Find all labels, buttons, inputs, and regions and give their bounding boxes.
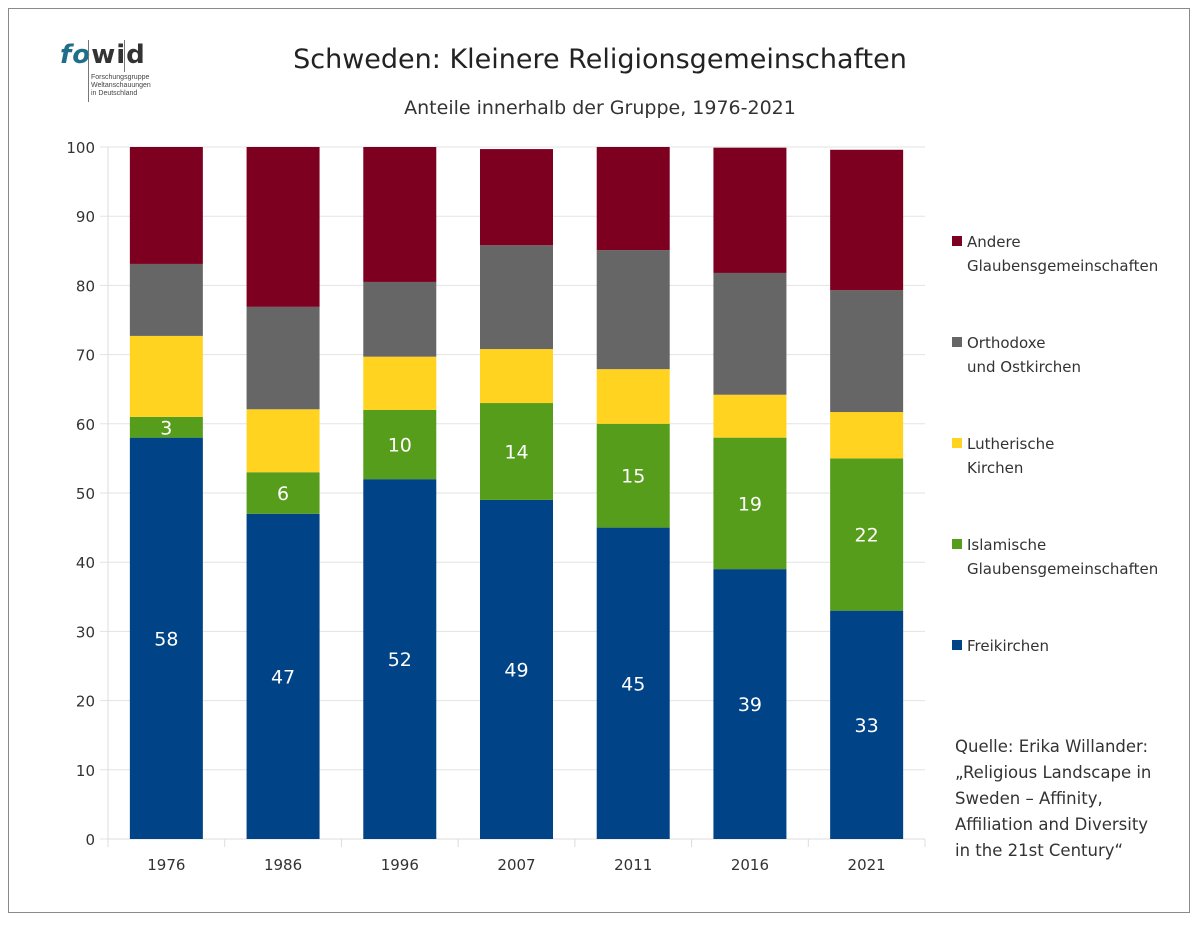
- bar-segment: [129, 335, 203, 417]
- bar-segment: [246, 409, 320, 473]
- bar-segment: [129, 147, 203, 264]
- bar-segment: [713, 437, 787, 570]
- bar-segment: [363, 356, 437, 410]
- bar-segment: [596, 369, 670, 424]
- bar-segment: [246, 147, 320, 307]
- data-label: 14: [504, 441, 528, 463]
- data-label: 52: [388, 649, 412, 671]
- bar-segment: [596, 147, 670, 251]
- bar-segment: [246, 472, 320, 514]
- bar-segment: [480, 149, 553, 246]
- y-tick-label: 20: [76, 693, 95, 711]
- bar-segment: [480, 245, 553, 350]
- y-tick-label: 70: [76, 347, 95, 365]
- legend-label: Andere Glaubensgemeinschaften: [967, 233, 1159, 275]
- logo-divider: [124, 40, 125, 72]
- data-label: 6: [277, 483, 289, 505]
- x-tick-label: 2007: [497, 856, 535, 874]
- legend-label: Lutherische Kirchen: [967, 435, 1055, 477]
- bar-segment: [596, 250, 670, 370]
- bar-segment: [596, 527, 670, 839]
- bar-segment: [713, 147, 787, 273]
- data-label: 45: [621, 673, 645, 695]
- data-label: 58: [154, 628, 178, 650]
- x-tick-label: 2016: [731, 856, 769, 874]
- chart-subtitle: Anteile innerhalb der Gruppe, 1976-2021: [404, 97, 796, 119]
- logo-divider: [88, 40, 89, 102]
- bar-segment: [129, 437, 203, 839]
- data-label: 49: [504, 659, 528, 681]
- bar-segment: [596, 423, 670, 528]
- x-tick-label: 2011: [614, 856, 652, 874]
- x-tick-label: 2021: [848, 856, 886, 874]
- logo-wordmark: fowid: [60, 40, 146, 70]
- bar-segment: [830, 290, 904, 413]
- bar-segment: [246, 513, 320, 839]
- bar-segment: [129, 416, 203, 438]
- y-tick-label: 50: [76, 485, 95, 503]
- y-tick-label: 80: [76, 277, 95, 295]
- bar-segment: [480, 499, 553, 839]
- data-label: 15: [621, 466, 645, 488]
- bar-segment: [363, 479, 437, 839]
- bar-segment: [363, 409, 437, 480]
- chart-frame: [8, 8, 1190, 913]
- logo-tagline: Forschungsgruppe Weltanschauungen in Deu…: [91, 74, 151, 97]
- legend-swatch: [952, 337, 962, 347]
- bar-segment: [830, 149, 904, 291]
- bar-segment: [830, 458, 904, 611]
- y-tick-label: 10: [76, 762, 95, 780]
- legend-swatch: [952, 539, 962, 549]
- bar-segment: [246, 306, 320, 410]
- bar-segment: [480, 403, 553, 500]
- bar-segment: [713, 569, 787, 839]
- bar-segment: [480, 349, 553, 404]
- y-tick-label: 40: [76, 554, 95, 572]
- bar-segment: [713, 394, 787, 438]
- legend-swatch: [952, 640, 962, 650]
- bar-segment: [363, 281, 437, 357]
- legend-label: Freikirchen: [967, 637, 1049, 655]
- y-tick-label: 0: [85, 831, 95, 849]
- y-tick-label: 100: [66, 139, 95, 157]
- legend-label: Orthodoxe und Ostkirchen: [967, 334, 1081, 376]
- x-tick-label: 1976: [147, 856, 185, 874]
- data-label: 3: [160, 417, 172, 439]
- legend-swatch: [952, 236, 962, 246]
- bar-segment: [830, 412, 904, 459]
- legend-swatch: [952, 438, 962, 448]
- bar-segment: [713, 272, 787, 395]
- legend-label: Islamische Glaubensgemeinschaften: [967, 536, 1159, 578]
- data-label: 22: [855, 525, 879, 547]
- bar-segment: [363, 147, 437, 282]
- data-label: 39: [738, 694, 762, 716]
- source-note: Quelle: Erika Willander: „Religious Land…: [955, 737, 1152, 860]
- data-label: 47: [271, 666, 295, 688]
- x-tick-label: 1986: [264, 856, 302, 874]
- chart-title: Schweden: Kleinere Religionsgemeinschaft…: [293, 44, 907, 75]
- y-tick-label: 90: [76, 208, 95, 226]
- data-label: 19: [738, 493, 762, 515]
- data-label: 33: [855, 715, 879, 737]
- fowid-logo: fowid Forschungsgruppe Weltanschauungen …: [58, 40, 198, 110]
- y-tick-label: 60: [76, 416, 95, 434]
- bar-segment: [129, 263, 203, 336]
- x-tick-label: 1996: [381, 856, 419, 874]
- data-label: 10: [388, 435, 412, 457]
- bar-segment: [830, 610, 904, 839]
- y-tick-label: 30: [76, 623, 95, 641]
